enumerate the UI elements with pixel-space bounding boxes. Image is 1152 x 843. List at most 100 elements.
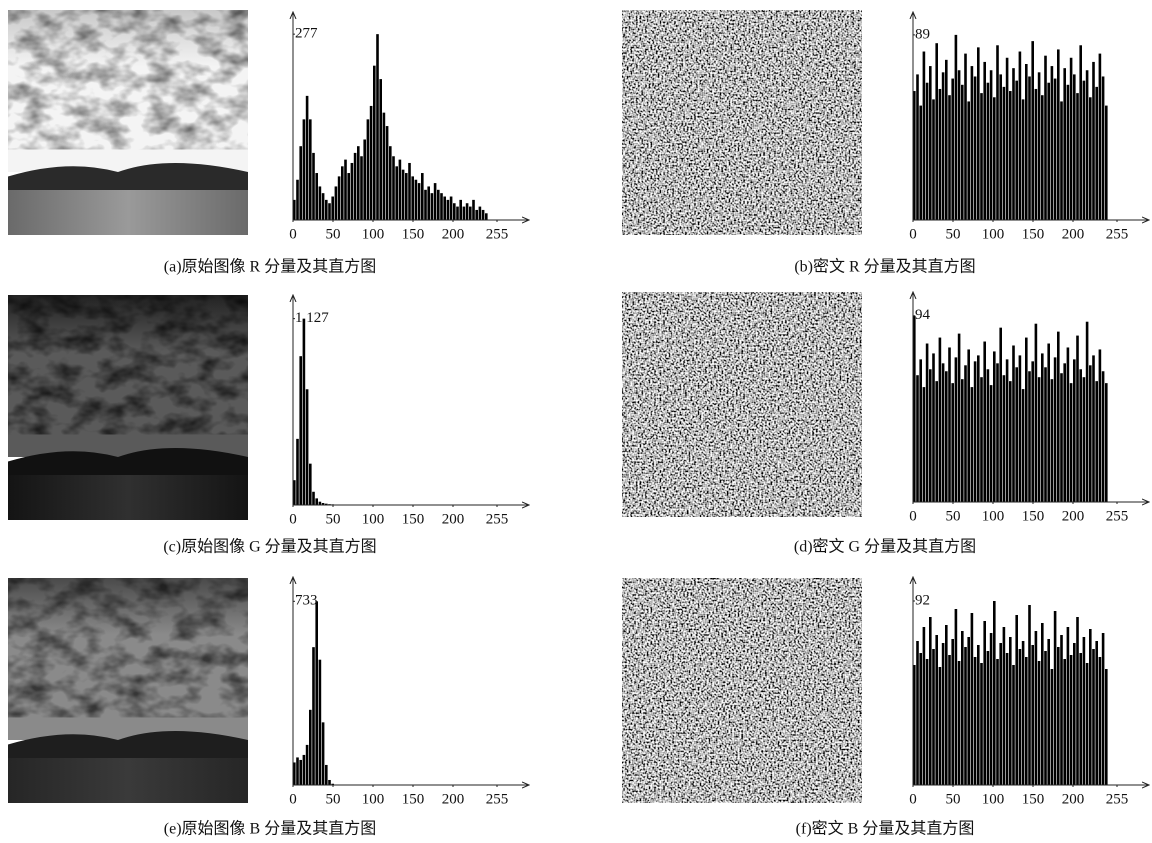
bar	[325, 503, 328, 505]
panel: 0 50 100 150 200 255 92 (f)密文 B 分量及其直方图	[622, 577, 1149, 838]
x-tick-label: 255	[486, 226, 509, 242]
bar	[1082, 377, 1086, 502]
bar	[964, 647, 967, 785]
bar	[337, 176, 341, 220]
bar	[954, 357, 958, 502]
bar	[1021, 389, 1025, 502]
bar	[977, 645, 980, 785]
bar	[1105, 669, 1108, 785]
bar	[331, 783, 334, 785]
bar	[424, 189, 427, 220]
bar	[1031, 645, 1034, 785]
y-tick-label: 92	[915, 592, 930, 608]
bar	[443, 196, 446, 220]
bar	[1069, 57, 1073, 221]
bar	[469, 206, 472, 220]
bar	[1063, 68, 1066, 220]
bar	[1085, 663, 1089, 785]
caption: (f)密文 B 分量及其直方图	[796, 820, 975, 838]
bar	[478, 206, 482, 220]
x-tick-label: 150	[1022, 226, 1045, 242]
panel: 0 50 100 150 200 255 277 (a)原始图像 R 分量及其直方图	[8, 10, 529, 276]
bar	[916, 375, 919, 502]
x-tick-label: 200	[1062, 508, 1085, 524]
bar	[1015, 367, 1018, 502]
bar	[1105, 105, 1108, 220]
bar	[379, 79, 382, 220]
x-tick-label: 50	[946, 508, 961, 524]
photo-mountains	[8, 448, 248, 475]
bar	[427, 186, 430, 220]
x-tick-label: 150	[1022, 508, 1045, 524]
bar	[996, 363, 999, 502]
x-tick-label: 100	[362, 511, 385, 527]
x-tick-label: 200	[1062, 226, 1085, 242]
bar	[1063, 659, 1066, 785]
bar	[1098, 53, 1102, 220]
bar	[360, 156, 363, 220]
bar	[1089, 97, 1092, 220]
x-tick-label: 50	[326, 226, 341, 242]
bar	[925, 82, 929, 220]
bar	[1105, 383, 1108, 502]
bar	[1041, 623, 1044, 785]
x-tick-label: 200	[442, 226, 465, 242]
bar	[331, 196, 334, 220]
bar	[1082, 80, 1086, 220]
x-tick-label: 100	[362, 226, 385, 242]
bar	[408, 162, 411, 220]
bar	[1034, 323, 1038, 502]
bar	[318, 186, 322, 220]
bar	[1050, 379, 1054, 502]
x-tick-label: 255	[1106, 508, 1129, 524]
bar	[935, 635, 938, 785]
bar	[989, 70, 993, 221]
bar	[993, 351, 996, 502]
bar	[954, 34, 958, 220]
bar	[1095, 86, 1098, 220]
x-tick-label: 200	[1062, 791, 1085, 807]
bar	[938, 667, 942, 785]
bar	[957, 70, 961, 221]
x-tick-label: 0	[289, 226, 297, 242]
x-tick-label: 50	[946, 791, 961, 807]
x-tick-label: 255	[1106, 226, 1129, 242]
x-tick-label: 50	[946, 226, 961, 242]
bar	[1079, 653, 1082, 785]
caption: (c)原始图像 G 分量及其直方图	[163, 538, 376, 556]
panel: 0 50 100 150 200 255 1 127 (c)原始图像 G 分量及其直方图	[8, 295, 529, 556]
bar	[321, 193, 325, 220]
bar	[1053, 611, 1057, 785]
bar	[1009, 91, 1012, 220]
bar	[1028, 76, 1031, 220]
bar	[929, 369, 932, 502]
bar	[996, 659, 999, 785]
bar	[1047, 82, 1050, 220]
panel: 0 50 100 150 200 255 94 (d)密文 G 分量及其直方图	[622, 292, 1149, 556]
photo-clouds	[8, 10, 248, 150]
bar	[1057, 647, 1060, 785]
bar	[459, 199, 462, 220]
cipher-image	[622, 292, 862, 517]
bar	[1082, 637, 1086, 785]
x-tick-label: 50	[326, 791, 341, 807]
y-tick-label: 89	[915, 26, 930, 42]
bar	[1060, 373, 1063, 502]
bar	[1079, 369, 1082, 502]
bar	[1073, 643, 1076, 785]
bar	[1057, 49, 1060, 220]
bar	[922, 627, 926, 785]
bar	[941, 363, 945, 502]
bar	[1079, 45, 1082, 220]
bar	[977, 47, 980, 220]
bar	[1005, 653, 1009, 785]
bar	[954, 609, 958, 785]
bar	[1053, 78, 1057, 220]
y-tick-label: 733	[295, 593, 318, 609]
bar	[983, 621, 986, 785]
x-tick-label: 200	[442, 791, 465, 807]
bar	[1018, 355, 1022, 502]
bar	[421, 173, 424, 220]
bar	[1034, 88, 1038, 221]
